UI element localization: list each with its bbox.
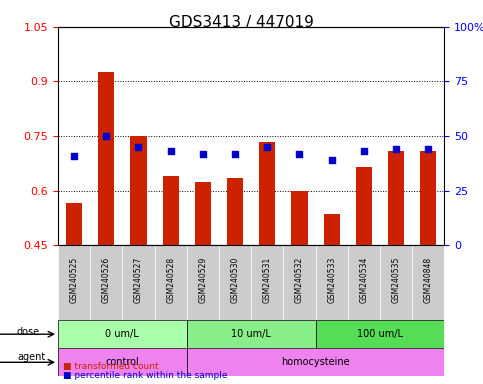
FancyBboxPatch shape: [187, 348, 444, 376]
FancyBboxPatch shape: [58, 320, 187, 348]
Bar: [420, 151, 436, 245]
FancyBboxPatch shape: [187, 245, 219, 320]
Bar: [227, 178, 243, 245]
FancyBboxPatch shape: [58, 348, 187, 376]
FancyBboxPatch shape: [284, 245, 315, 320]
Point: [199, 151, 207, 157]
Point: [263, 144, 271, 150]
FancyBboxPatch shape: [348, 245, 380, 320]
Text: GSM240525: GSM240525: [70, 257, 79, 303]
FancyBboxPatch shape: [155, 245, 187, 320]
Bar: [291, 191, 308, 245]
Text: GSM240530: GSM240530: [230, 257, 240, 303]
Bar: [130, 136, 146, 245]
Bar: [259, 142, 275, 245]
Bar: [98, 72, 114, 245]
Point: [135, 144, 142, 150]
Text: GSM240532: GSM240532: [295, 257, 304, 303]
FancyBboxPatch shape: [58, 245, 90, 320]
Text: homocysteine: homocysteine: [281, 357, 350, 367]
Text: 100 um/L: 100 um/L: [357, 329, 403, 339]
Bar: [195, 182, 211, 245]
Text: GSM240531: GSM240531: [263, 257, 272, 303]
FancyBboxPatch shape: [412, 245, 444, 320]
Text: GSM240527: GSM240527: [134, 257, 143, 303]
Text: GDS3413 / 447019: GDS3413 / 447019: [169, 15, 314, 30]
Text: control: control: [105, 357, 139, 367]
Text: agent: agent: [17, 352, 45, 362]
Text: ■ transformed count: ■ transformed count: [63, 362, 158, 371]
Text: 0 um/L: 0 um/L: [105, 329, 139, 339]
Point: [296, 151, 303, 157]
FancyBboxPatch shape: [315, 245, 348, 320]
FancyBboxPatch shape: [90, 245, 122, 320]
FancyBboxPatch shape: [219, 245, 251, 320]
Text: GSM240533: GSM240533: [327, 257, 336, 303]
Point: [425, 146, 432, 152]
Text: GSM240534: GSM240534: [359, 257, 369, 303]
FancyBboxPatch shape: [315, 320, 444, 348]
Bar: [388, 151, 404, 245]
FancyBboxPatch shape: [380, 245, 412, 320]
Text: GSM240526: GSM240526: [102, 257, 111, 303]
Point: [167, 147, 174, 154]
Text: GSM240535: GSM240535: [392, 257, 400, 303]
Point: [231, 151, 239, 157]
Point: [102, 133, 110, 139]
Bar: [163, 176, 179, 245]
Bar: [356, 167, 372, 245]
FancyBboxPatch shape: [122, 245, 155, 320]
Point: [70, 153, 78, 159]
Text: dose: dose: [17, 327, 40, 337]
Point: [328, 157, 336, 163]
FancyBboxPatch shape: [251, 245, 284, 320]
Text: GSM240848: GSM240848: [424, 257, 433, 303]
FancyBboxPatch shape: [187, 320, 315, 348]
Point: [392, 146, 400, 152]
Text: 10 um/L: 10 um/L: [231, 329, 271, 339]
Bar: [324, 214, 340, 245]
Bar: [66, 204, 82, 245]
Point: [360, 147, 368, 154]
Text: GSM240529: GSM240529: [199, 257, 207, 303]
Text: GSM240528: GSM240528: [166, 257, 175, 303]
Text: ■ percentile rank within the sample: ■ percentile rank within the sample: [63, 371, 227, 380]
